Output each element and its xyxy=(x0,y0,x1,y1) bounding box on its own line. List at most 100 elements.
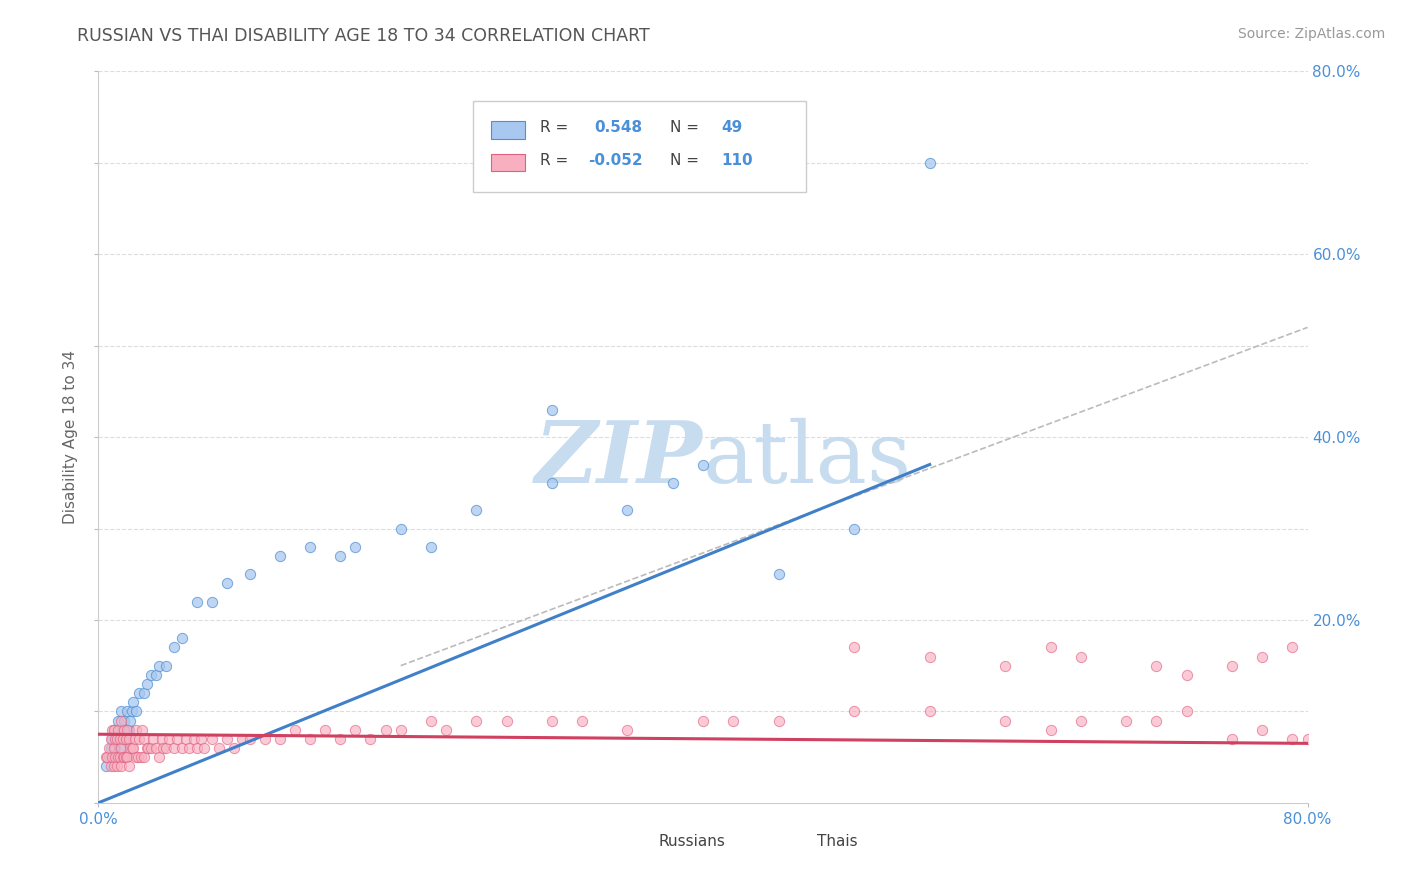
Point xyxy=(215,731,238,746)
Point xyxy=(148,750,170,764)
Point xyxy=(94,759,117,773)
Point xyxy=(128,731,150,746)
Point xyxy=(132,686,155,700)
Point xyxy=(150,731,173,746)
Point xyxy=(844,705,866,719)
Point xyxy=(104,740,127,755)
Point xyxy=(141,740,163,755)
Point xyxy=(1039,723,1062,737)
Point xyxy=(159,731,181,746)
Point xyxy=(118,723,141,737)
Point xyxy=(104,750,127,764)
Point xyxy=(314,723,336,737)
FancyBboxPatch shape xyxy=(492,121,526,138)
Point xyxy=(1115,714,1137,728)
Point xyxy=(239,731,262,746)
Text: 0.548: 0.548 xyxy=(595,120,643,136)
Point xyxy=(768,567,790,582)
Point xyxy=(101,750,124,764)
Point xyxy=(994,658,1017,673)
Point xyxy=(120,714,142,728)
Point xyxy=(129,750,152,764)
Point xyxy=(121,705,143,719)
Point xyxy=(329,731,352,746)
Point xyxy=(110,714,132,728)
Point xyxy=(360,731,382,746)
Point xyxy=(105,731,128,746)
Point xyxy=(98,750,121,764)
Point xyxy=(193,740,215,755)
Point xyxy=(114,731,136,746)
Point xyxy=(101,731,124,746)
Text: R =: R = xyxy=(540,120,568,136)
Point xyxy=(918,156,941,170)
Text: Russians: Russians xyxy=(658,834,725,849)
Point xyxy=(111,723,134,737)
Point xyxy=(112,723,135,737)
Point xyxy=(103,740,125,755)
Point xyxy=(344,723,367,737)
Point xyxy=(135,740,157,755)
Point xyxy=(540,475,562,490)
Point xyxy=(103,750,125,764)
Point xyxy=(115,723,138,737)
Point xyxy=(132,750,155,764)
Point xyxy=(111,750,134,764)
Point xyxy=(844,521,866,535)
Point xyxy=(145,667,167,681)
Point xyxy=(434,723,457,737)
Point xyxy=(100,759,122,773)
Point xyxy=(100,740,122,755)
Point xyxy=(103,723,125,737)
Text: 110: 110 xyxy=(721,153,752,168)
Point xyxy=(145,740,167,755)
Point xyxy=(111,731,134,746)
Text: atlas: atlas xyxy=(703,417,912,500)
Point xyxy=(253,731,276,746)
Point xyxy=(105,731,128,746)
Point xyxy=(571,714,593,728)
Point xyxy=(540,402,562,417)
Point xyxy=(163,740,186,755)
Point xyxy=(163,640,186,655)
Point xyxy=(269,731,291,746)
Point xyxy=(148,658,170,673)
Point xyxy=(1251,649,1274,664)
Point xyxy=(389,521,412,535)
Point xyxy=(125,705,148,719)
Text: RUSSIAN VS THAI DISABILITY AGE 18 TO 34 CORRELATION CHART: RUSSIAN VS THAI DISABILITY AGE 18 TO 34 … xyxy=(77,27,650,45)
Point xyxy=(142,731,165,746)
Point xyxy=(616,503,638,517)
Point xyxy=(110,705,132,719)
FancyBboxPatch shape xyxy=(492,154,526,171)
Point xyxy=(1175,667,1198,681)
Point xyxy=(190,731,212,746)
Point xyxy=(540,714,562,728)
Point xyxy=(420,714,443,728)
Point xyxy=(132,731,155,746)
Point xyxy=(1039,640,1062,655)
Point xyxy=(1220,731,1243,746)
Point xyxy=(115,705,138,719)
Point xyxy=(122,740,145,755)
Point xyxy=(1281,640,1303,655)
Point xyxy=(108,731,131,746)
Point xyxy=(918,705,941,719)
Point xyxy=(465,714,488,728)
Text: -0.052: -0.052 xyxy=(588,153,643,168)
Point xyxy=(179,740,201,755)
Text: Source: ZipAtlas.com: Source: ZipAtlas.com xyxy=(1237,27,1385,41)
Point xyxy=(110,740,132,755)
Point xyxy=(131,723,153,737)
Point xyxy=(1144,658,1167,673)
Point xyxy=(115,750,138,764)
Point xyxy=(1144,714,1167,728)
Point xyxy=(94,750,117,764)
Point xyxy=(155,658,177,673)
Point xyxy=(1070,649,1092,664)
Point xyxy=(125,750,148,764)
Point xyxy=(186,740,208,755)
Point xyxy=(269,549,291,563)
Point xyxy=(122,695,145,709)
Point xyxy=(465,503,488,517)
